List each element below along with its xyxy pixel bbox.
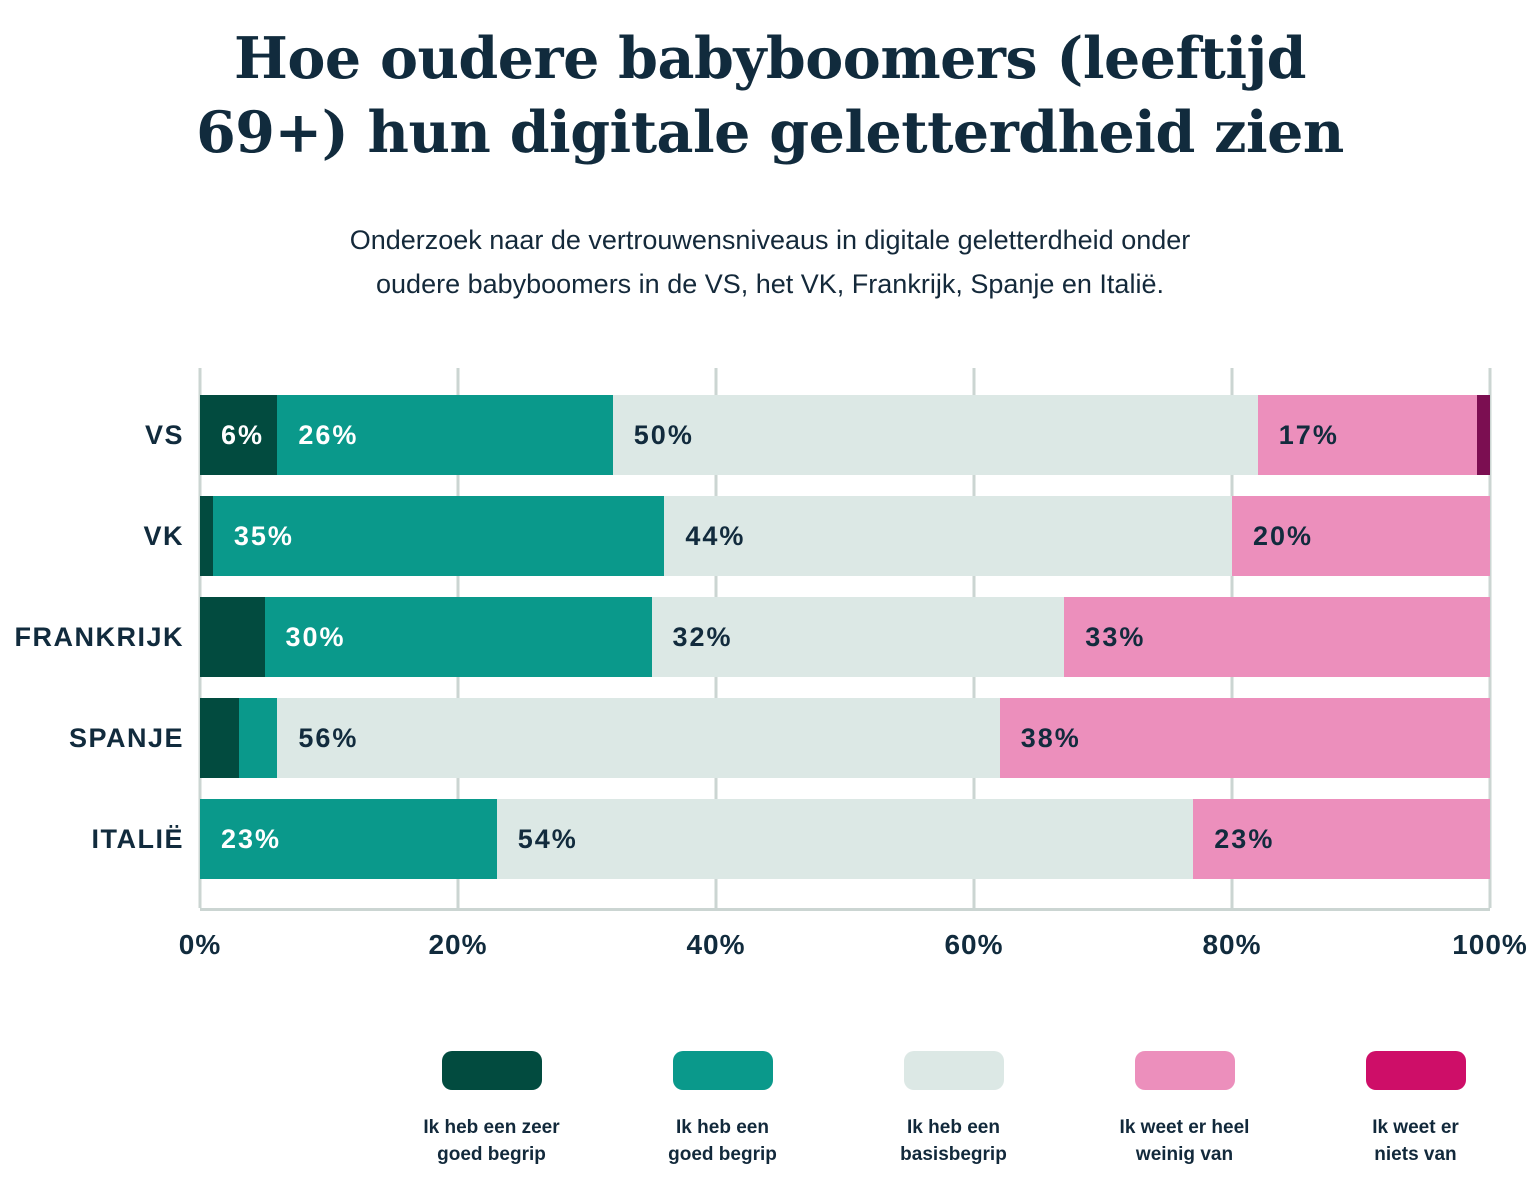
x-axis-tick-label: 20%: [428, 929, 488, 960]
bar-segment: [1477, 395, 1490, 475]
bar-segment: 38%: [999, 698, 1490, 778]
bar-segment: 35%: [212, 496, 665, 576]
category-label: SPANJE: [68, 723, 184, 753]
bar-segment: 56%: [277, 698, 1000, 778]
bar-segment: 23%: [200, 799, 497, 879]
category-label: VK: [143, 521, 184, 551]
y-axis-category-labels: VS VK FRANKRIJK SPANJE ITALIË: [0, 368, 184, 908]
legend-item: Ik weet er heel weinig van: [1069, 1051, 1300, 1168]
legend-swatch: [903, 1051, 1004, 1090]
category-label: ITALIË: [91, 824, 184, 854]
x-axis-tick-label: 40%: [686, 929, 746, 960]
chart-subtitle: Onderzoek naar de vertrouwensniveaus in …: [120, 218, 1420, 306]
bar-value-label: 32%: [672, 621, 733, 652]
bar-segment: [238, 698, 278, 778]
bar-segment: [200, 597, 265, 677]
bar-value-label: 35%: [233, 520, 294, 551]
legend-swatch: [672, 1051, 773, 1090]
legend-swatch: [1365, 1051, 1466, 1090]
legend-label: Ik weet er heel weinig van: [1119, 1117, 1250, 1165]
chart-subtitle-line1: Onderzoek naar de vertrouwensniveaus in …: [349, 225, 1191, 255]
legend: Ik heb een zeer goed begrip Ik heb een goed…: [376, 1051, 1534, 1168]
bar-value-label: 6%: [221, 419, 265, 450]
bar-row: 56% 38%: [200, 698, 1490, 778]
legend-swatch: [1134, 1051, 1235, 1090]
bar-value-label: 23%: [1214, 823, 1275, 854]
legend-label: Ik heb een basisbegrip: [900, 1117, 1007, 1165]
legend-label: Ik heb een zeer goed begrip: [423, 1117, 560, 1165]
chart-title: Hoe oudere babyboomers (leeftijd 69+) hu…: [0, 22, 1540, 170]
bar-value-label: 38%: [1020, 722, 1081, 753]
bar-segment: 50%: [612, 395, 1258, 475]
bar-segment: 17%: [1257, 395, 1478, 475]
x-axis-tick-label: 100%: [1452, 929, 1528, 960]
bar-segment: [200, 496, 213, 576]
bar-segment: 54%: [496, 799, 1194, 879]
bar-value-label: 33%: [1085, 621, 1146, 652]
chart-subtitle-line2: oudere babyboomers in de VS, het VK, Fra…: [376, 269, 1164, 299]
legend-label: Ik weet er niets van: [1372, 1117, 1459, 1165]
chart-title-line2: 69+) hun digitale geletterdheid zien: [196, 99, 1344, 166]
bar-value-label: 20%: [1252, 520, 1314, 551]
legend-swatch: [441, 1051, 542, 1090]
bar-value-label: 56%: [298, 722, 359, 753]
bar-segment: 33%: [1064, 597, 1490, 677]
bar-segment: 32%: [651, 597, 1065, 677]
bar-segment: 44%: [664, 496, 1232, 576]
x-axis-tick-label: 0%: [178, 929, 222, 960]
bar-value-label: 30%: [285, 621, 346, 652]
bar-value-label: 26%: [298, 419, 359, 450]
bar-value-label: 44%: [685, 520, 746, 551]
bar-value-label: 23%: [221, 823, 282, 854]
x-axis-tick-label: 80%: [1202, 929, 1262, 960]
bar-segment: 23%: [1193, 799, 1490, 879]
bar-row: 23% 54% 23%: [200, 799, 1490, 879]
x-axis: 0% 20% 40% 60% 80% 100%: [179, 929, 1527, 979]
bar-value-label: 17%: [1278, 419, 1339, 450]
bar-segment: 30%: [264, 597, 652, 677]
x-axis-tick-label: 60%: [944, 929, 1004, 960]
bar-segment: [200, 698, 239, 778]
category-label: VS: [144, 420, 184, 450]
legend-item: Ik heb een basisbegrip: [838, 1051, 1069, 1168]
bar-segment: 26%: [277, 395, 613, 475]
bar-value-label: 50%: [633, 419, 694, 450]
plot-area: 6% 26% 50% 17% 35% 44% 20% 30% 32% 33% 56% 38% 23% 54…: [198, 368, 1492, 911]
category-label: FRANKRIJK: [14, 622, 184, 652]
legend-item: Ik heb een goed begrip: [607, 1051, 838, 1168]
legend-item: Ik heb een zeer goed begrip: [376, 1051, 607, 1168]
bar-segment: 6%: [200, 395, 278, 475]
bar-value-label: 54%: [517, 823, 578, 854]
legend-label: Ik heb een goed begrip: [668, 1117, 777, 1165]
chart-title-line1: Hoe oudere babyboomers (leeftijd: [233, 25, 1307, 92]
bar-row: 6% 26% 50% 17%: [200, 395, 1490, 475]
legend-item: Ik weet er niets van: [1300, 1051, 1531, 1168]
bar-segment: 20%: [1231, 496, 1490, 576]
gridline: [1488, 368, 1492, 908]
bar-row: 35% 44% 20%: [200, 496, 1490, 576]
bar-row: 30% 32% 33%: [200, 597, 1490, 677]
